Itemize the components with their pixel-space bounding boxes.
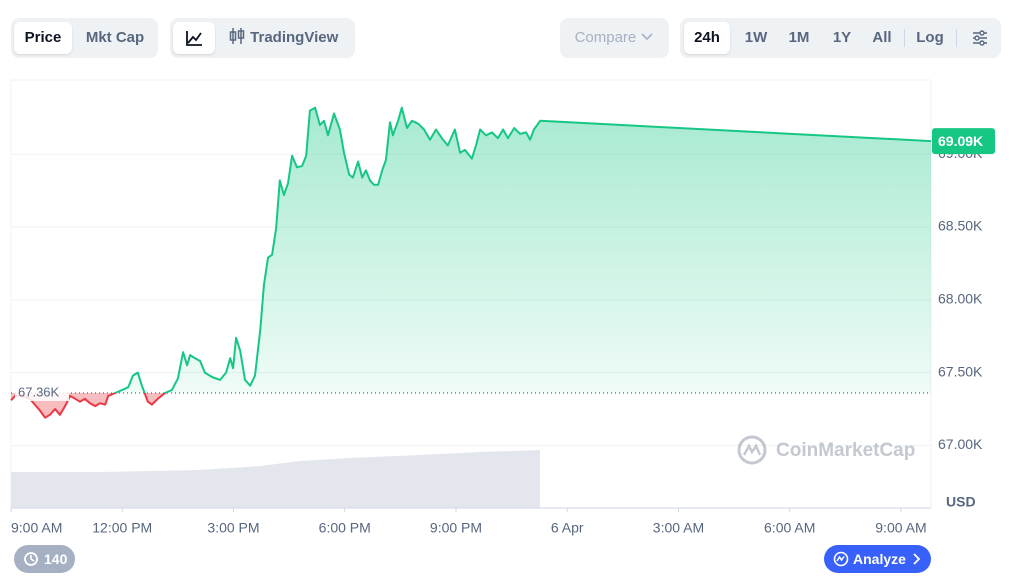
settings[interactable]	[964, 22, 996, 54]
divider	[904, 29, 905, 47]
tradingview-label: TradingView	[250, 29, 339, 46]
compare[interactable]: Compare	[560, 18, 669, 58]
tab[interactable]: Price	[14, 22, 72, 54]
style-group: TradingView	[170, 18, 355, 58]
x-tick-label: 9:00 AM	[875, 520, 926, 536]
tab[interactable]: Mkt Cap	[85, 29, 145, 46]
settings-icon	[973, 30, 987, 46]
candle-icon	[229, 28, 245, 44]
current-price-badge	[932, 128, 995, 155]
x-tick-label: 12:00 PM	[92, 520, 152, 536]
range[interactable]: 1W	[744, 29, 768, 46]
y-tick-label: 69.00K	[938, 145, 983, 161]
line-icon	[186, 31, 202, 46]
compare-label: Compare	[574, 29, 637, 46]
x-tick-label: 3:00 PM	[207, 520, 259, 536]
area-below	[11, 392, 165, 418]
current-price-label: 69.09K	[938, 133, 983, 149]
y-unit: USD	[946, 494, 976, 510]
x-tick-label: 9:00 PM	[430, 520, 482, 536]
y-tick-label: 67.50K	[938, 363, 983, 379]
reference-label-bg	[15, 382, 69, 401]
range[interactable]: 24h	[684, 22, 730, 54]
x-tick-label: 6:00 AM	[764, 520, 815, 536]
analyze-icon	[833, 551, 849, 567]
x-tick-label: 3:00 AM	[653, 520, 704, 536]
x-tick-label: 9:00 AM	[11, 520, 62, 536]
y-tick-label: 67.00K	[938, 436, 983, 452]
reference-label: 67.36K	[18, 384, 60, 399]
divider	[956, 29, 957, 47]
y-tick-label: 68.00K	[938, 291, 983, 307]
history-badge[interactable]: 140	[14, 545, 75, 573]
volume-area	[11, 450, 540, 508]
x-tick-label: 6:00 PM	[319, 520, 371, 536]
analyze-button[interactable]: Analyze	[824, 545, 931, 573]
range-group: 24h 1W 1M 1Y All Log	[680, 18, 1001, 58]
watermark-text: CoinMarketCap	[776, 440, 915, 461]
history-icon	[24, 552, 38, 566]
chevron	[913, 553, 921, 565]
area-above	[11, 107, 931, 393]
watermark: CoinMarketCap	[737, 435, 915, 465]
analyze-label: Analyze	[853, 551, 906, 567]
log-toggle[interactable]: Log	[916, 29, 944, 46]
tab-group: Price Mkt Cap	[11, 18, 158, 58]
range[interactable]: 1M	[788, 29, 810, 46]
range[interactable]: All	[872, 29, 892, 46]
x-tick-label: 6 Apr	[551, 520, 584, 536]
chevron	[641, 33, 654, 41]
history-count: 140	[44, 551, 68, 567]
line-style[interactable]	[173, 22, 215, 54]
compare-button: Compare	[560, 22, 669, 54]
range[interactable]: 1Y	[832, 29, 852, 46]
tradingview[interactable]: TradingView	[228, 22, 350, 54]
price-line	[112, 106, 932, 393]
y-tick-label: 68.50K	[938, 218, 983, 234]
price-line-below	[10, 392, 168, 419]
